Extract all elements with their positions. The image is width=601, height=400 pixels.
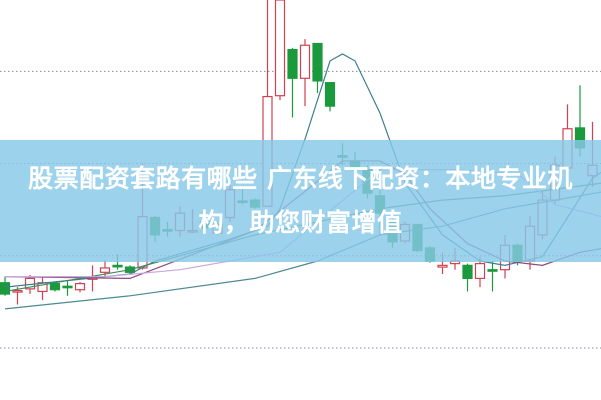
candle-up [437, 264, 448, 268]
candle-up [474, 263, 486, 279]
candle-up [99, 267, 111, 273]
candle-up [74, 283, 86, 291]
candle-down [462, 264, 473, 280]
candle-down [112, 264, 123, 268]
candle-down [287, 48, 298, 79]
title-line-1: 股票配资套路有哪些 广东线下配资：本地专业机 [28, 164, 573, 193]
candle-down [487, 269, 498, 272]
candle-down [0, 282, 11, 295]
candle-up [274, 0, 286, 97]
candle-down [312, 42, 323, 82]
candle-up [299, 44, 311, 79]
title-line-2: 构，助您财富增值 [198, 208, 403, 237]
candle-down [324, 82, 336, 107]
candle-down [49, 283, 61, 291]
candle-down [62, 285, 73, 289]
title-banner: 股票配资套路有哪些 广东线下配资：本地专业机 构，助您财富增值 [0, 140, 601, 262]
candle-up [12, 289, 23, 293]
